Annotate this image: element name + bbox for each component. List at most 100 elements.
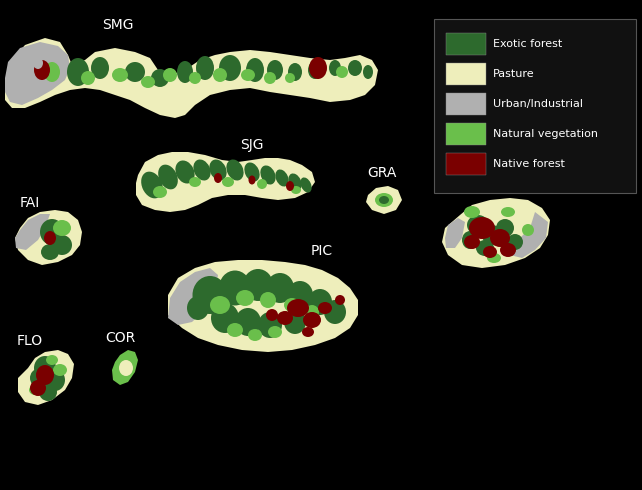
Ellipse shape	[52, 235, 72, 255]
Ellipse shape	[511, 52, 525, 68]
Ellipse shape	[40, 219, 64, 245]
Ellipse shape	[153, 186, 167, 198]
Text: SMG: SMG	[102, 18, 134, 32]
Polygon shape	[510, 212, 548, 258]
Polygon shape	[445, 218, 465, 248]
Ellipse shape	[496, 40, 514, 56]
Ellipse shape	[44, 231, 56, 245]
Ellipse shape	[336, 66, 348, 78]
Text: FLO: FLO	[17, 334, 43, 348]
Polygon shape	[442, 33, 535, 92]
Ellipse shape	[275, 170, 289, 187]
Ellipse shape	[193, 276, 227, 314]
Text: SMR: SMR	[477, 18, 507, 32]
Ellipse shape	[379, 196, 389, 204]
Text: Urban/Industrial: Urban/Industrial	[493, 99, 583, 109]
Ellipse shape	[227, 323, 243, 337]
Ellipse shape	[248, 329, 262, 341]
Ellipse shape	[112, 68, 128, 82]
Ellipse shape	[34, 356, 56, 380]
Ellipse shape	[291, 186, 301, 194]
Ellipse shape	[241, 69, 255, 81]
Ellipse shape	[348, 60, 362, 76]
Polygon shape	[5, 38, 378, 118]
Ellipse shape	[211, 303, 239, 333]
Ellipse shape	[196, 56, 214, 80]
Text: Native forest: Native forest	[493, 159, 565, 169]
Polygon shape	[442, 198, 550, 268]
Ellipse shape	[219, 270, 251, 305]
Ellipse shape	[507, 234, 523, 250]
Ellipse shape	[264, 72, 276, 84]
Ellipse shape	[501, 48, 515, 60]
Ellipse shape	[487, 253, 501, 263]
Ellipse shape	[469, 217, 495, 239]
Ellipse shape	[308, 61, 322, 79]
Ellipse shape	[288, 63, 302, 81]
Ellipse shape	[287, 281, 313, 309]
Polygon shape	[18, 350, 74, 405]
Ellipse shape	[258, 312, 282, 338]
Ellipse shape	[335, 295, 345, 305]
Ellipse shape	[245, 163, 259, 181]
Ellipse shape	[39, 383, 57, 401]
Ellipse shape	[284, 298, 300, 312]
Text: Natural vegetation: Natural vegetation	[493, 129, 598, 139]
Text: Pasture: Pasture	[493, 69, 535, 79]
Ellipse shape	[329, 60, 341, 76]
Ellipse shape	[151, 69, 169, 87]
Ellipse shape	[462, 231, 478, 249]
Polygon shape	[15, 214, 50, 250]
Ellipse shape	[473, 65, 487, 79]
Polygon shape	[168, 260, 358, 352]
Ellipse shape	[141, 172, 163, 198]
Ellipse shape	[490, 229, 510, 247]
Ellipse shape	[464, 235, 480, 249]
Ellipse shape	[30, 369, 46, 387]
Ellipse shape	[45, 369, 65, 391]
Ellipse shape	[187, 296, 209, 320]
Polygon shape	[445, 36, 485, 72]
Ellipse shape	[486, 37, 498, 47]
Ellipse shape	[34, 60, 50, 80]
Ellipse shape	[324, 300, 346, 324]
Text: SJG: SJG	[240, 138, 264, 152]
Ellipse shape	[483, 246, 497, 258]
Ellipse shape	[496, 219, 514, 237]
FancyBboxPatch shape	[446, 63, 486, 85]
Ellipse shape	[227, 159, 243, 180]
Polygon shape	[366, 186, 402, 214]
Ellipse shape	[41, 244, 59, 260]
Ellipse shape	[189, 177, 201, 187]
Ellipse shape	[219, 55, 241, 81]
Ellipse shape	[302, 327, 314, 337]
Text: PIC: PIC	[311, 244, 333, 258]
Ellipse shape	[209, 159, 227, 180]
Text: TER: TER	[496, 181, 523, 195]
Ellipse shape	[30, 380, 46, 396]
Ellipse shape	[500, 243, 516, 257]
Ellipse shape	[213, 68, 227, 82]
Ellipse shape	[243, 269, 273, 301]
Ellipse shape	[261, 166, 275, 185]
Ellipse shape	[53, 220, 71, 236]
Ellipse shape	[476, 240, 494, 256]
Polygon shape	[5, 42, 70, 105]
Ellipse shape	[479, 45, 501, 65]
Ellipse shape	[257, 179, 267, 189]
Ellipse shape	[363, 65, 373, 79]
Ellipse shape	[522, 224, 534, 236]
Ellipse shape	[268, 326, 282, 338]
Ellipse shape	[125, 62, 145, 82]
FancyBboxPatch shape	[446, 93, 486, 115]
Ellipse shape	[29, 385, 41, 395]
Ellipse shape	[46, 355, 58, 365]
Ellipse shape	[44, 62, 60, 82]
FancyBboxPatch shape	[446, 153, 486, 175]
Ellipse shape	[318, 302, 332, 314]
Polygon shape	[112, 350, 138, 385]
Ellipse shape	[158, 165, 178, 189]
Ellipse shape	[482, 225, 502, 245]
Ellipse shape	[33, 57, 43, 69]
Ellipse shape	[246, 58, 264, 82]
